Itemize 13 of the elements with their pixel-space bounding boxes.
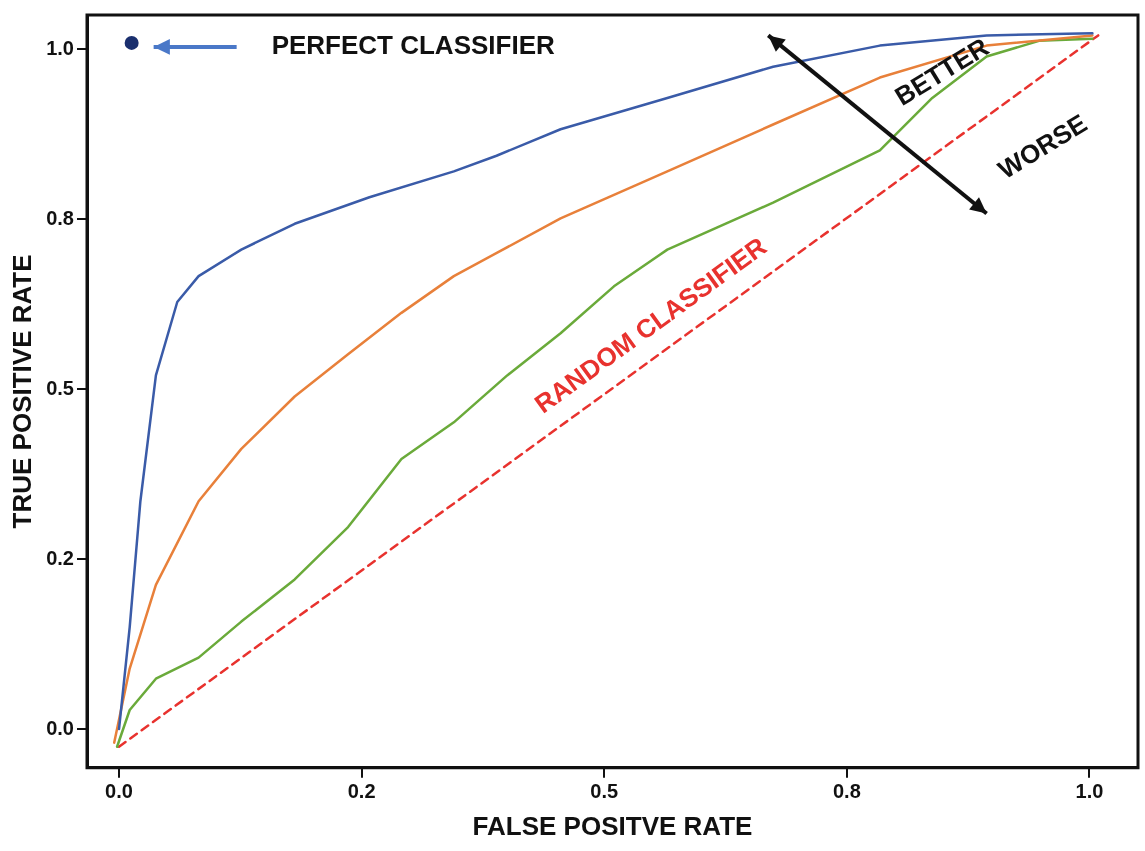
- x-tick-label: 0.0: [105, 780, 133, 803]
- x-tick-label: 1.0: [1075, 780, 1104, 803]
- y-tick-label: 0.2: [46, 546, 74, 569]
- x-tick-label: 0.8: [832, 780, 861, 803]
- y-tick-label: 0.5: [46, 376, 74, 399]
- x-axis-title: FALSE POSITVE RATE: [472, 810, 753, 841]
- x-tick-label: 0.5: [590, 780, 619, 803]
- y-tick-label: 0.0: [46, 716, 74, 739]
- x-tick-label: 0.2: [347, 780, 376, 803]
- y-tick-label: 1.0: [46, 36, 74, 59]
- y-axis-title: TRUE POSITIVE RATE: [6, 254, 37, 529]
- annotation: PERFECT CLASSIFIER: [271, 30, 555, 61]
- y-tick-label: 0.8: [46, 206, 74, 229]
